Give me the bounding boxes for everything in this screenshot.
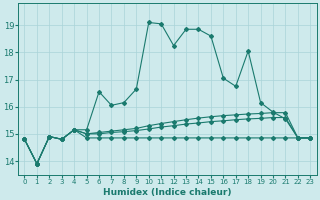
X-axis label: Humidex (Indice chaleur): Humidex (Indice chaleur) (103, 188, 232, 197)
